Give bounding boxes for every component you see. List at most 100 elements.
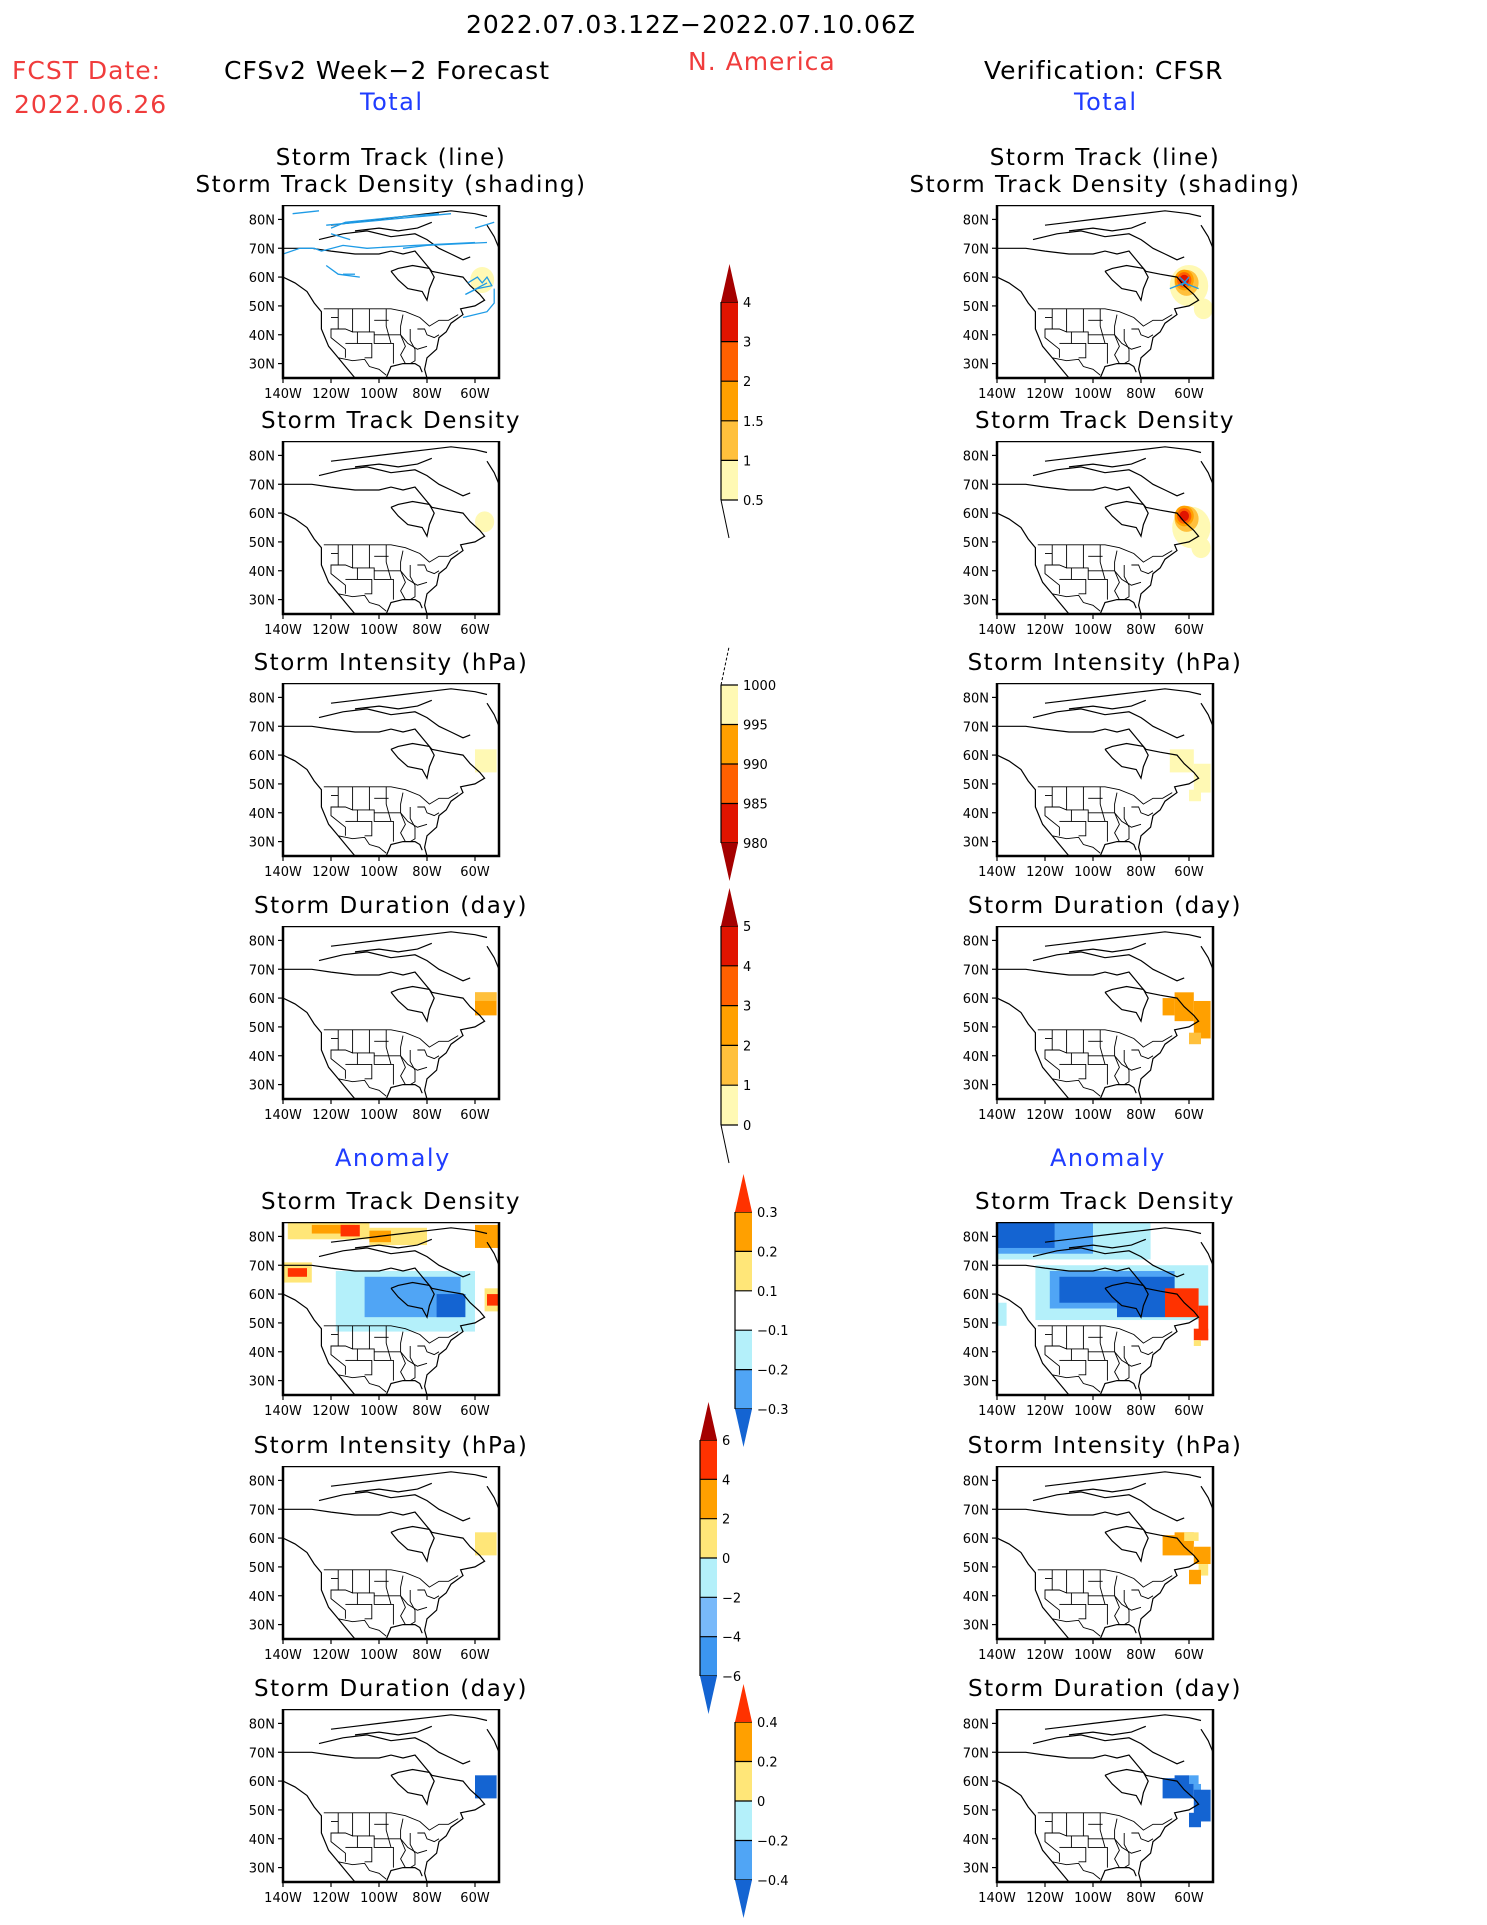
- state-border: [374, 1595, 428, 1611]
- map-panel-vf-anom-duration: 80N 70N 60N 50N 40N 30N 140W 120W 100W 80W 60W: [963, 1709, 1215, 1906]
- panel-title: Storm Track Density: [261, 1189, 521, 1215]
- state-border: [368, 308, 394, 364]
- map-frame: [281, 926, 501, 1101]
- lat-tick-label: 70N: [963, 1503, 989, 1518]
- lon-tick-label: 80W: [1126, 387, 1156, 402]
- colorbar-segment: [721, 420, 738, 461]
- colorbar-segment: [721, 1005, 738, 1046]
- state-border: [1131, 806, 1154, 817]
- shading-cell: [1189, 1775, 1199, 1784]
- shading-cell: [1191, 537, 1211, 559]
- state-border: [1037, 1325, 1173, 1344]
- colorbar-tail: [720, 646, 730, 686]
- lat-tick-label: 80N: [249, 1717, 275, 1732]
- coastline: [1104, 985, 1149, 1023]
- panel-title: Storm Intensity (hPa): [967, 650, 1243, 676]
- colorbar-label: 4: [743, 960, 751, 975]
- colorbar-segment: [700, 1518, 717, 1558]
- state-border: [1088, 334, 1142, 350]
- coastline: [283, 276, 356, 378]
- lon-tick-label: 100W: [1074, 865, 1112, 880]
- state-border: [1123, 1833, 1130, 1868]
- coastline: [283, 754, 356, 856]
- colorbar-under-arrow: [700, 1676, 717, 1714]
- lat-tick-label: 70N: [249, 242, 275, 257]
- storm-track-line: [330, 233, 351, 241]
- lat-tick-label: 50N: [963, 1561, 989, 1576]
- coastline: [283, 512, 356, 614]
- colorbar-segment: [721, 965, 738, 1006]
- coastline: [1099, 1624, 1137, 1639]
- state-border: [1037, 544, 1173, 563]
- lon-tick-label: 120W: [312, 1648, 350, 1663]
- state-border: [338, 1861, 387, 1880]
- coastline: [997, 1264, 1200, 1395]
- coastline: [390, 1281, 435, 1319]
- lat-tick-label: 80N: [249, 691, 275, 706]
- state-border: [400, 1818, 406, 1868]
- state-border: [1082, 1812, 1108, 1868]
- state-border: [1044, 1325, 1068, 1375]
- storm-track-line: [330, 213, 440, 229]
- colorbar-under-arrow: [735, 1409, 752, 1447]
- forecast-column-title: CFSv2 Week−2 Forecast: [224, 56, 550, 85]
- state-border: [409, 807, 416, 842]
- coastline: [385, 1084, 423, 1099]
- state-border: [1123, 1050, 1130, 1085]
- lat-tick-label: 40N: [249, 1833, 275, 1848]
- lat-tick-label: 60N: [963, 271, 989, 286]
- colorbar-label: −0.2: [757, 1364, 789, 1379]
- coastline: [997, 1537, 1070, 1639]
- storm-track-line: [474, 221, 495, 229]
- coastline: [385, 841, 423, 856]
- state-border: [1070, 567, 1087, 595]
- state-border: [368, 1029, 394, 1085]
- lon-tick-label: 140W: [264, 1891, 302, 1906]
- state-border: [400, 792, 406, 842]
- state-border: [1123, 329, 1130, 364]
- coastline: [1032, 951, 1185, 982]
- state-border: [1088, 570, 1142, 586]
- state-border: [385, 1029, 392, 1065]
- state-border: [1099, 1569, 1106, 1605]
- coastline: [330, 688, 488, 704]
- state-border: [1044, 1029, 1068, 1079]
- lat-tick-label: 40N: [963, 807, 989, 822]
- colorbar-label: −6: [722, 1670, 741, 1685]
- state-border: [385, 1812, 392, 1848]
- colorbar-label: −0.1: [757, 1324, 789, 1339]
- state-border: [330, 786, 354, 836]
- coastline: [390, 264, 435, 302]
- state-border: [400, 1575, 406, 1625]
- state-border: [1052, 593, 1101, 612]
- coastline: [997, 997, 1070, 1099]
- state-border: [1123, 565, 1130, 600]
- coastline: [997, 1780, 1070, 1882]
- state-border: [1052, 1618, 1101, 1637]
- lat-tick-label: 30N: [249, 358, 275, 373]
- lon-tick-label: 80W: [1126, 623, 1156, 638]
- lat-tick-label: 70N: [249, 720, 275, 735]
- state-border: [323, 1325, 459, 1344]
- shading-cell: [311, 1224, 355, 1234]
- colorbar-tail: [720, 1124, 730, 1164]
- colorbar-label: 0.2: [757, 1756, 778, 1771]
- lon-tick-label: 80W: [412, 1891, 442, 1906]
- state-border: [409, 329, 416, 364]
- state-border: [417, 1049, 440, 1060]
- coastline: [318, 466, 471, 497]
- state-border: [1044, 786, 1068, 836]
- coastline: [318, 1247, 471, 1278]
- state-border: [1037, 308, 1173, 327]
- storm-track-line: [402, 241, 488, 249]
- lat-tick-label: 70N: [249, 478, 275, 493]
- lat-tick-label: 50N: [963, 300, 989, 315]
- colorbar-label: 3: [743, 336, 751, 351]
- lon-tick-label: 100W: [1074, 1648, 1112, 1663]
- lon-tick-label: 120W: [312, 865, 350, 880]
- lon-tick-label: 80W: [1126, 1891, 1156, 1906]
- map-panel-fc-track: 80N 70N 60N 50N 40N 30N 140W 120W 100W 80W 60W: [249, 205, 501, 402]
- state-border: [1114, 1818, 1120, 1868]
- lon-tick-label: 120W: [1026, 865, 1064, 880]
- coastline: [283, 1264, 486, 1395]
